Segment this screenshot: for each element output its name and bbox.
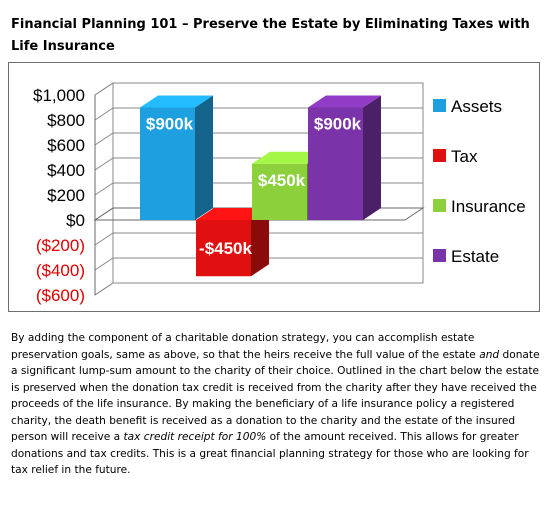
bar-estate [308, 107, 363, 220]
data-label: $900k [314, 115, 362, 134]
bar-top-tax [196, 208, 269, 220]
y-tick-label: $1,000 [33, 86, 85, 105]
gridline [94, 232, 423, 246]
legend-label: Estate [451, 247, 499, 266]
y-tick-label: ($600) [36, 286, 85, 305]
legend-swatch-tax [433, 149, 446, 162]
y-tick-label: $600 [47, 136, 85, 155]
bar-side-estate [363, 95, 381, 220]
legend-swatch-assets [433, 99, 446, 112]
chart-area: $1,000 $800 $600 $400 $200 $0 ($200) ($400) ($60… [8, 62, 540, 312]
bar-top-estate [308, 95, 381, 108]
legend-label: Tax [451, 147, 478, 166]
description-paragraph: By adding the component of a charitable … [11, 330, 541, 479]
y-tick-label: $400 [47, 161, 85, 180]
y-tick-label: ($400) [36, 261, 85, 280]
legend-swatch-estate [433, 249, 446, 262]
gridline [94, 282, 423, 296]
bar-tax [196, 220, 251, 277]
text-emphasis-and: and [479, 348, 500, 361]
legend-swatch-insurance [433, 199, 446, 212]
description-text: By adding the component of a charitable … [11, 330, 541, 479]
y-tick-label: $0 [66, 211, 85, 230]
y-tick-label: $200 [47, 186, 85, 205]
bar-top-insurance [252, 151, 325, 164]
y-tick-label: ($200) [36, 236, 85, 255]
data-label: $450k [258, 171, 306, 190]
page-title: Financial Planning 101 – Preserve the Es… [11, 17, 530, 54]
gridline [94, 257, 423, 271]
bar-chart: $1,000 $800 $600 $400 $200 $0 ($200) ($400) ($60… [33, 82, 526, 305]
bar-assets [140, 107, 195, 220]
bar-side-tax [251, 208, 269, 277]
text-emphasis-tax-credit: tax credit receipt for 100% [123, 431, 267, 443]
data-label: -$450k [199, 239, 252, 258]
bar-insurance [252, 163, 307, 220]
bar-side-assets [195, 95, 213, 220]
legend-label: Assets [451, 97, 502, 116]
text-part-3: of the amount received. This allows for … [11, 431, 529, 476]
text-part-2: donate a significant lump-sum amount to … [11, 348, 540, 444]
y-tick-label: $800 [47, 111, 85, 130]
data-label: $900k [146, 115, 194, 134]
bar-top-assets [140, 95, 213, 108]
text-part-1: By adding the component of a charitable … [11, 332, 480, 361]
legend-label: Insurance [451, 197, 526, 216]
gridline [94, 82, 423, 96]
